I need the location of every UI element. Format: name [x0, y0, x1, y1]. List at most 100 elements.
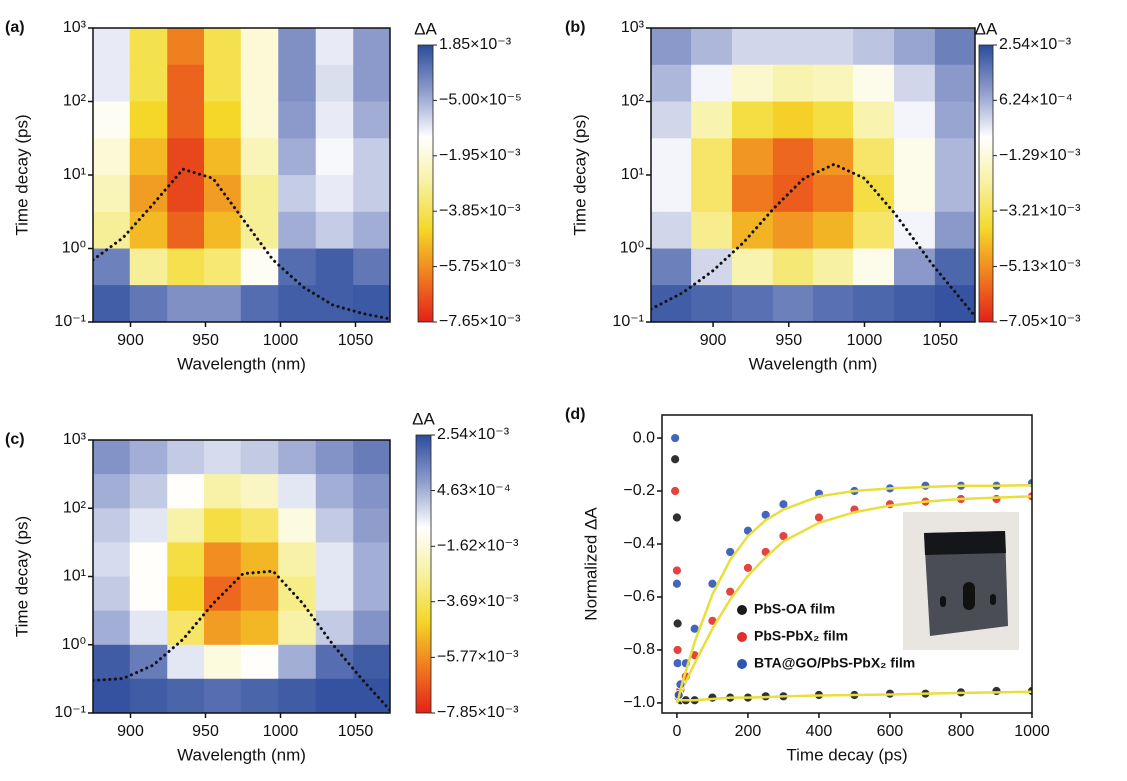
heatmap-cell	[691, 101, 733, 139]
heatmap-cell	[894, 138, 936, 176]
legend-marker	[737, 632, 747, 642]
panel: ΔA1.85×10⁻³ −5.00×10⁻⁵ −1.95×10⁻³ −3.85×10⁻…	[5, 19, 522, 373]
data-point	[672, 618, 683, 629]
heatmap-cell	[732, 101, 774, 139]
y-tick-label: 10⁻¹	[54, 313, 86, 330]
y-tick-label: −0.2	[623, 482, 655, 499]
y-tick-label: 10²	[63, 499, 87, 516]
fit-line	[675, 690, 1032, 704]
heatmap-cell	[853, 175, 895, 213]
heatmap-cell	[651, 211, 692, 250]
heatmap-cell	[278, 610, 317, 646]
heatmap-cell	[240, 64, 279, 103]
colorbar-tick-label: 1.85×10⁻³	[439, 36, 512, 53]
heatmap-cell	[278, 248, 317, 286]
y-tick-label: 10¹	[63, 568, 86, 585]
heatmap-cell	[651, 248, 692, 286]
heatmap-cell	[691, 138, 733, 176]
heatmap-cell	[240, 138, 279, 176]
heatmap-cell	[315, 576, 354, 612]
y-tick-label: 10⁰	[620, 240, 644, 257]
heatmap-cell	[93, 542, 131, 578]
heatmap-cell	[353, 440, 390, 475]
y-tick-label: 10⁰	[62, 240, 86, 257]
y-axis-label: Time decay (ps)	[12, 114, 31, 235]
x-tick-label: 400	[806, 723, 833, 740]
x-tick-label: 900	[117, 723, 144, 740]
legend-label: PbS-PbX₂ film	[754, 628, 848, 644]
colorbar-tick-label: −7.65×10⁻³	[439, 313, 521, 330]
heatmap-cell	[315, 211, 354, 250]
heatmap-cell	[853, 138, 895, 176]
heatmap-cell	[894, 101, 936, 139]
heatmap-cell	[93, 175, 131, 213]
heatmap-cell	[278, 211, 317, 250]
heatmap-cell	[813, 138, 854, 176]
heatmap-cell	[934, 28, 975, 66]
heatmap-cell	[315, 101, 354, 139]
colorbar-tick-label: 6.24×10⁻⁴	[999, 92, 1073, 109]
heatmap-cell	[167, 542, 205, 578]
x-tick-label: 950	[775, 332, 802, 349]
y-tick-label: −0.4	[623, 535, 655, 552]
heatmap-cell	[129, 644, 168, 680]
heatmap-cell	[129, 542, 168, 578]
data-point	[991, 686, 1002, 696]
x-tick-label: 200	[735, 723, 762, 740]
heatmap-cell	[732, 138, 774, 176]
heatmap-cell	[934, 248, 975, 286]
heatmap-cell	[732, 285, 774, 322]
y-tick-label: −0.6	[623, 588, 655, 605]
y-tick-label: −0.8	[623, 641, 655, 658]
heatmap-cell	[204, 474, 242, 509]
heatmap-cell	[691, 285, 733, 322]
heatmap-cell	[278, 576, 317, 612]
heatmap-cell	[167, 211, 205, 250]
x-tick-label: 1000	[263, 332, 299, 349]
heatmap-cell	[278, 644, 317, 680]
heatmap-cell	[204, 28, 242, 66]
heatmap-cell	[167, 474, 205, 509]
colorbar-tick-label: −3.69×10⁻³	[437, 593, 519, 610]
y-tick-label: 10²	[63, 93, 87, 110]
heatmap-cell	[93, 101, 131, 139]
heatmap-cell	[772, 248, 814, 286]
heatmap-cell	[353, 248, 390, 286]
heatmap-cell	[772, 175, 814, 213]
heatmap-cell	[934, 64, 975, 103]
y-tick-label: −1.0	[623, 694, 655, 711]
heatmap-cell	[93, 440, 131, 475]
heatmap-cell	[813, 211, 854, 250]
heatmap-cell	[93, 211, 131, 250]
heatmap-cell	[772, 138, 814, 176]
probe-curve	[651, 162, 975, 318]
legend-label: BTA@GO/PbS-PbX₂ film	[754, 655, 915, 671]
x-tick-label: 1000	[263, 723, 299, 740]
heatmap-cell	[240, 576, 279, 612]
heatmap-cell	[129, 610, 168, 646]
heatmap-cell	[278, 508, 317, 543]
x-tick-label: 1000	[847, 332, 883, 349]
heatmap-cell	[278, 440, 317, 475]
y-axis-label: Normalized ΔA	[581, 507, 600, 621]
heatmap-cell	[353, 28, 390, 66]
data-point	[670, 486, 681, 496]
heatmap-cell	[204, 508, 242, 543]
heatmap-cell	[934, 211, 975, 250]
photo-film-top	[924, 531, 1006, 555]
probe-curve	[93, 167, 390, 321]
heatmap-cell	[813, 64, 854, 103]
colorbar	[415, 434, 432, 714]
heatmap-cell	[353, 644, 390, 680]
colorbar-tick-label: 4.63×10⁻⁴	[437, 482, 511, 499]
y-tick-label: 10³	[63, 19, 87, 36]
heatmap-cell	[93, 28, 131, 66]
heatmap-cell	[278, 285, 317, 322]
heatmap-cell	[772, 28, 814, 66]
x-tick-label: 900	[117, 332, 144, 349]
colorbar-tick-label: −5.00×10⁻⁵	[439, 92, 522, 109]
heatmap-cell	[894, 175, 936, 213]
heatmap-cell	[651, 28, 692, 66]
panel-label: (c)	[5, 431, 25, 448]
heatmap-cell	[651, 64, 692, 103]
